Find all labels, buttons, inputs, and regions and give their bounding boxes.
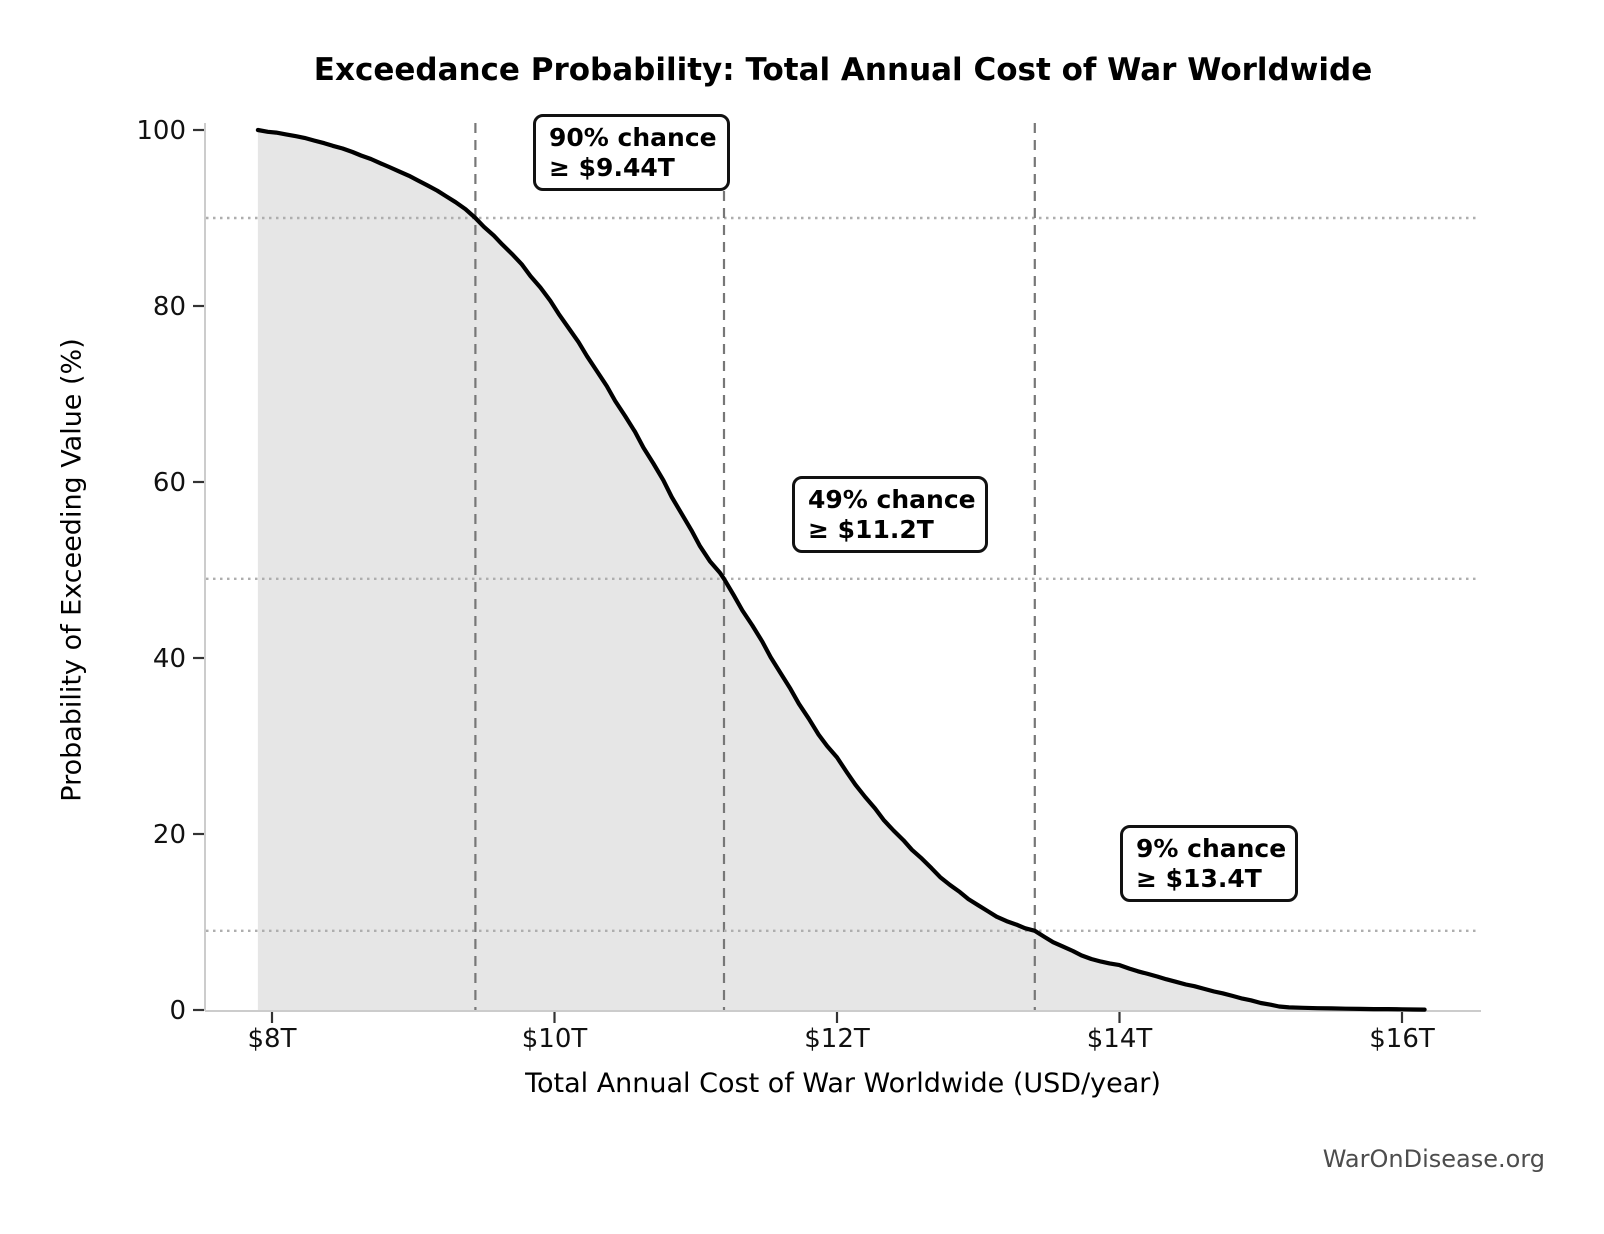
curve-fill-area bbox=[257, 130, 1425, 1010]
x-tick-label: $10T bbox=[522, 1024, 588, 1054]
y-tick-label: 100 bbox=[136, 116, 186, 146]
annotation-threshold-text: ≥ $13.4T bbox=[1136, 863, 1262, 893]
y-tick-label: 20 bbox=[153, 820, 186, 850]
y-tick-label: 0 bbox=[169, 996, 186, 1026]
x-tick-label: $14T bbox=[1087, 1024, 1153, 1054]
annotation-threshold-text: ≥ $11.2T bbox=[808, 514, 934, 544]
annotation-9-percent: 9% chance ≥ $13.4T bbox=[1120, 825, 1298, 902]
chart-title: Exceedance Probability: Total Annual Cos… bbox=[313, 52, 1373, 88]
x-tick-label: $16T bbox=[1369, 1024, 1435, 1054]
exceedance-curve bbox=[255, 127, 1427, 1012]
x-tick-label: $8T bbox=[248, 1024, 297, 1054]
watermark: WarOnDisease.org bbox=[1322, 1145, 1545, 1173]
annotation-threshold-text: ≥ $9.44T bbox=[549, 152, 675, 182]
annotation-90-percent: 90% chance ≥ $9.44T bbox=[533, 114, 730, 191]
y-tick-label: 80 bbox=[153, 292, 186, 322]
annotation-chance-text: 49% chance bbox=[808, 485, 976, 514]
annotation-chance-text: 90% chance bbox=[549, 123, 717, 152]
annotation-49-percent: 49% chance ≥ $11.2T bbox=[792, 476, 988, 553]
y-tick-label: 60 bbox=[153, 468, 186, 498]
x-tick-label: $12T bbox=[804, 1024, 870, 1054]
annotation-chance-text: 9% chance bbox=[1136, 834, 1287, 863]
x-axis-label: Total Annual Cost of War Worldwide (USD/… bbox=[525, 1068, 1161, 1099]
y-tick-label: 40 bbox=[153, 644, 186, 674]
